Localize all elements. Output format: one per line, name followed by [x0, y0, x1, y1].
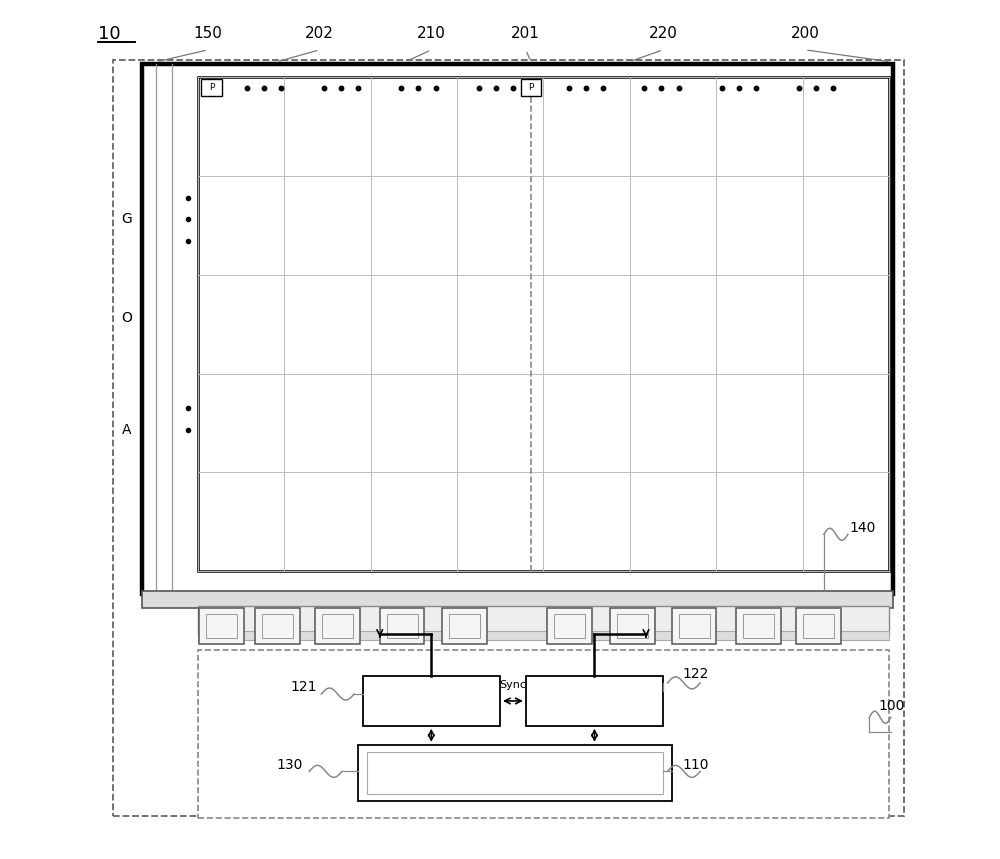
Bar — [521, 79, 541, 96]
Bar — [554, 614, 585, 638]
Text: 210: 210 — [417, 27, 446, 41]
Text: P: P — [528, 83, 534, 92]
Text: 140: 140 — [850, 521, 876, 535]
Text: Sync: Sync — [499, 679, 526, 690]
Bar — [526, 676, 663, 726]
Text: G: G — [121, 212, 132, 226]
Bar — [262, 614, 293, 638]
Bar — [113, 60, 904, 816]
Bar — [198, 631, 889, 640]
Text: 130: 130 — [276, 758, 303, 771]
Bar — [201, 79, 222, 96]
Text: 121: 121 — [291, 680, 317, 694]
Text: 100: 100 — [878, 699, 904, 713]
Text: 220: 220 — [649, 27, 678, 41]
Bar — [796, 608, 841, 644]
Text: 150: 150 — [194, 27, 222, 41]
Bar — [255, 608, 300, 644]
Bar — [610, 608, 655, 644]
Bar — [743, 614, 774, 638]
Bar — [736, 608, 781, 644]
Text: 200: 200 — [791, 27, 819, 41]
Bar — [617, 614, 648, 638]
Text: O: O — [121, 311, 132, 325]
Bar — [442, 608, 487, 644]
Bar — [547, 608, 592, 644]
Bar — [803, 614, 834, 638]
Bar — [142, 64, 200, 594]
Text: 201: 201 — [511, 27, 540, 41]
Bar — [380, 608, 424, 644]
Bar — [322, 614, 353, 638]
Text: 202: 202 — [305, 27, 334, 41]
Bar — [198, 650, 889, 818]
Bar — [315, 608, 360, 644]
Bar — [672, 608, 716, 644]
Bar — [199, 608, 244, 644]
Bar — [198, 606, 889, 634]
Text: 10: 10 — [98, 25, 121, 43]
Bar — [358, 745, 672, 801]
Bar — [679, 614, 710, 638]
Text: 110: 110 — [683, 758, 709, 771]
Bar — [198, 77, 889, 571]
Bar — [363, 676, 500, 726]
Text: A: A — [122, 423, 131, 436]
Bar — [142, 591, 893, 608]
Bar — [142, 64, 893, 594]
Bar — [206, 614, 237, 638]
Bar — [449, 614, 480, 638]
Text: 122: 122 — [683, 667, 709, 681]
Text: P: P — [209, 83, 214, 92]
Bar — [387, 614, 418, 638]
Bar — [367, 752, 663, 794]
